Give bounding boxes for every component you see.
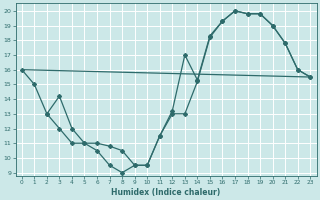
X-axis label: Humidex (Indice chaleur): Humidex (Indice chaleur) [111, 188, 221, 197]
